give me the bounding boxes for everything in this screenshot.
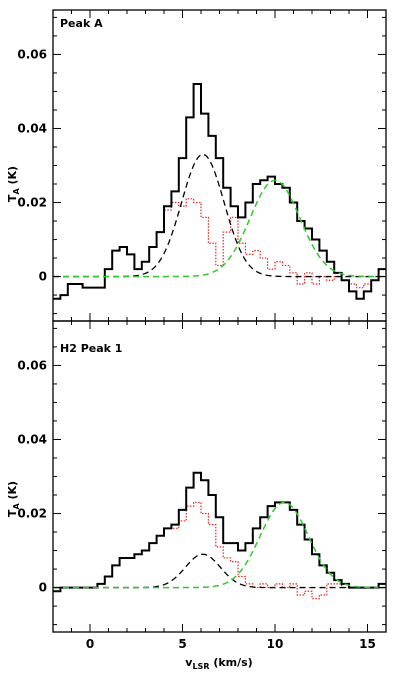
y-tick-label: 0.06 bbox=[17, 47, 47, 61]
panel-h2-peak-1: 0 5 10 15 0 0.02 0.04 0.06 H2 Peak 1 TA (K) bbox=[6, 320, 387, 651]
observed-spectrum bbox=[53, 471, 386, 593]
y-axis-title-sub: A bbox=[12, 503, 21, 510]
x-axis-title-sub: LSR bbox=[192, 662, 209, 671]
plot-frame bbox=[52, 9, 387, 322]
observed-spectrum bbox=[53, 83, 386, 300]
gaussian-fit-component-2 bbox=[53, 501, 386, 589]
x-tick-label: 0 bbox=[86, 637, 94, 651]
gaussian-fit-component-1 bbox=[53, 153, 386, 278]
y-tick-label: 0.06 bbox=[17, 358, 47, 372]
x-axis-title: vLSR (km/s) bbox=[185, 656, 252, 671]
gaussian-fit-component-1 bbox=[53, 553, 386, 589]
x-axis-title-unit: (km/s) bbox=[209, 656, 252, 669]
x-tick-label: 15 bbox=[359, 637, 376, 651]
y-tick-label: 0.02 bbox=[17, 196, 47, 210]
x-axis-title-main: v bbox=[185, 656, 193, 669]
residual-spectrum bbox=[53, 198, 386, 300]
y-ticks: 0 0.02 0.04 0.06 bbox=[17, 327, 386, 626]
panel-label: H2 Peak 1 bbox=[60, 342, 122, 355]
x-tick-label: 5 bbox=[178, 637, 186, 651]
y-axis-title-unit: (K) bbox=[6, 481, 19, 503]
y-axis-title-main: T bbox=[6, 194, 19, 202]
y-ticks: 0 0.02 0.04 0.06 bbox=[17, 16, 386, 315]
x-tick-label: 10 bbox=[267, 637, 284, 651]
y-axis-title: TA (K) bbox=[6, 481, 21, 517]
y-axis-title-unit: (K) bbox=[6, 166, 19, 188]
gaussian-fit-component-2 bbox=[53, 179, 386, 278]
plot-marks bbox=[53, 83, 386, 300]
plot-marks bbox=[53, 471, 386, 600]
y-tick-label: 0.04 bbox=[17, 432, 47, 446]
residual-spectrum bbox=[53, 501, 386, 600]
y-axis-title: TA (K) bbox=[6, 166, 21, 202]
y-axis-title-sub: A bbox=[12, 188, 21, 195]
panel-label: Peak A bbox=[60, 17, 103, 30]
y-tick-label: 0 bbox=[39, 270, 47, 284]
y-tick-label: 0.04 bbox=[17, 121, 47, 135]
y-tick-label: 0 bbox=[39, 581, 47, 595]
panel-peak-a: 0 0.02 0.04 0.06 Peak A TA (K) bbox=[6, 9, 387, 322]
x-ticks: 0 5 10 15 bbox=[52, 321, 387, 651]
y-tick-label: 0.02 bbox=[17, 507, 47, 521]
y-axis-title-main: T bbox=[6, 509, 19, 517]
x-ticks bbox=[52, 10, 387, 321]
plot-frame bbox=[52, 320, 387, 633]
